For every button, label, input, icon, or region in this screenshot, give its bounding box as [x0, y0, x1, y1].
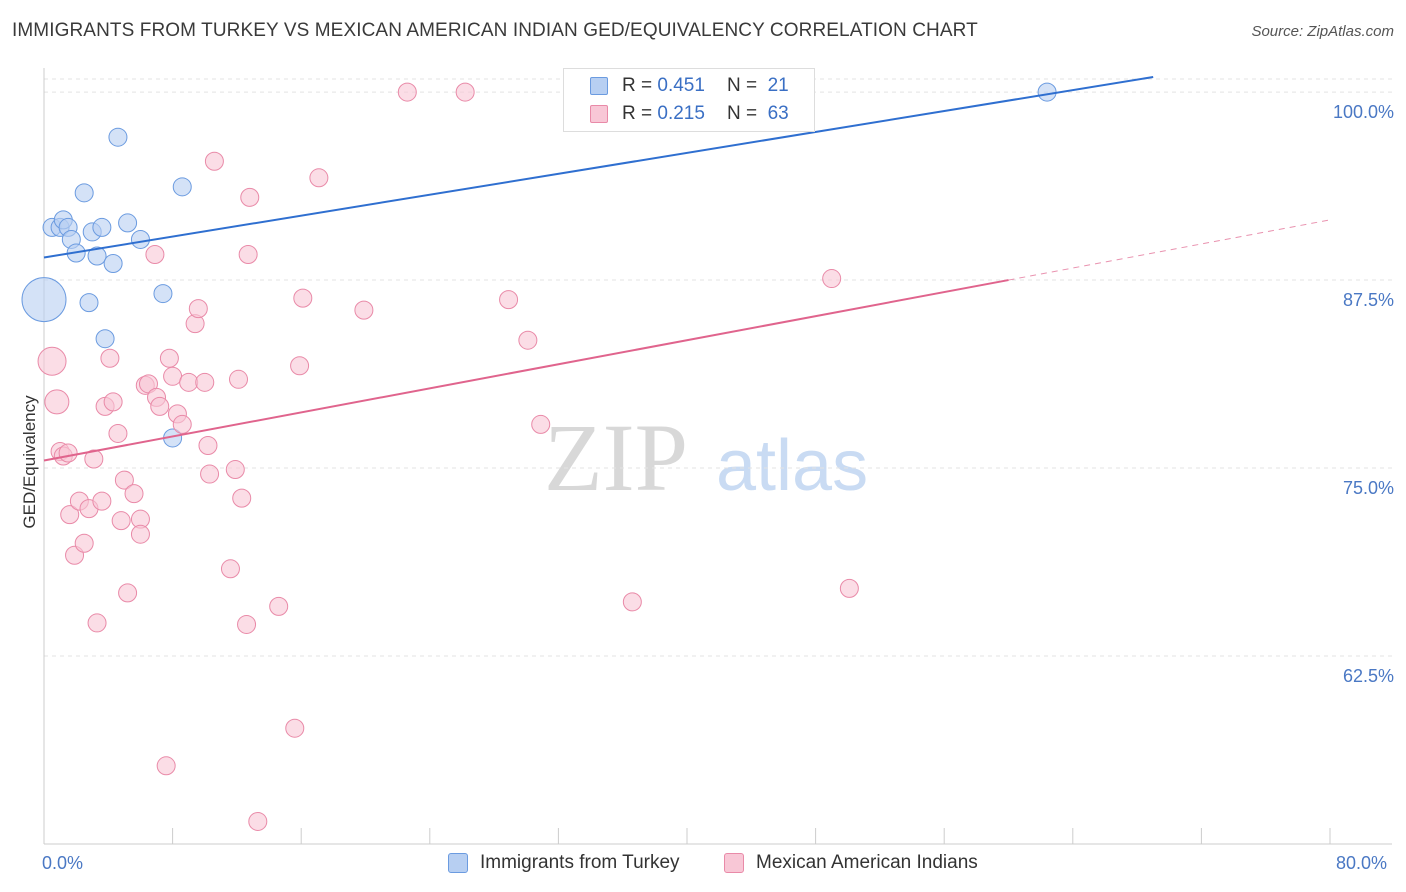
- data-point-mexican: [285, 718, 305, 738]
- data-point-turkey: [118, 213, 138, 233]
- stats-row-turkey: R = 0.451 N = 21: [564, 71, 789, 101]
- data-point-mexican: [163, 366, 183, 386]
- data-point-mexican: [455, 82, 475, 102]
- data-point-turkey: [103, 254, 123, 274]
- stats-row-mexican: R = 0.215 N = 63: [564, 99, 789, 129]
- data-point-mexican: [111, 511, 131, 531]
- data-point-mexican: [60, 505, 80, 525]
- data-point-mexican: [622, 592, 642, 612]
- legend-label-turkey: Immigrants from Turkey: [480, 852, 680, 873]
- data-point-mexican: [130, 524, 150, 544]
- y-tick-label: 87.5%: [1342, 290, 1394, 311]
- data-point-turkey: [153, 284, 173, 304]
- stats-swatch-pink: [590, 105, 608, 123]
- data-point-mexican: [44, 389, 70, 415]
- data-point-mexican: [84, 449, 104, 469]
- data-point-mexican: [37, 346, 67, 376]
- data-point-turkey: [74, 183, 94, 203]
- chart-source: Source: ZipAtlas.com: [1251, 23, 1394, 40]
- data-point-mexican: [87, 613, 107, 633]
- data-point-mexican: [839, 578, 859, 598]
- legend-swatch-blue: [448, 853, 468, 873]
- data-point-mexican: [74, 533, 94, 553]
- y-tick-label: 100.0%: [1332, 102, 1394, 123]
- trend-line-extension-mexican: [1008, 219, 1331, 281]
- x-tick-label-min: 0.0%: [42, 853, 84, 873]
- data-point-mexican: [103, 392, 123, 412]
- data-point-mexican: [156, 756, 176, 776]
- data-point-mexican: [240, 187, 260, 207]
- data-point-mexican: [397, 82, 417, 102]
- data-point-mexican: [204, 151, 224, 171]
- data-point-mexican: [195, 372, 215, 392]
- stats-r-label: R =: [622, 75, 653, 96]
- legend-item-turkey[interactable]: Immigrants from Turkey: [448, 852, 680, 874]
- data-point-mexican: [100, 348, 120, 368]
- data-point-mexican: [198, 435, 218, 455]
- legend-item-mexican[interactable]: Mexican American Indians: [724, 852, 978, 874]
- data-point-mexican: [58, 443, 78, 463]
- data-point-mexican: [293, 288, 313, 308]
- y-tick-label: 75.0%: [1342, 478, 1394, 499]
- data-point-mexican: [118, 583, 138, 603]
- data-point-mexican: [309, 168, 329, 188]
- stats-n-label: N =: [726, 75, 758, 96]
- data-point-mexican: [225, 460, 245, 480]
- data-point-turkey: [130, 229, 150, 249]
- data-point-mexican: [354, 300, 374, 320]
- trend-line-mexican: [43, 279, 1009, 462]
- data-point-mexican: [518, 330, 538, 350]
- watermark-atlas: atlas: [716, 426, 868, 506]
- data-point-mexican: [145, 244, 165, 264]
- data-point-mexican: [179, 372, 199, 392]
- data-point-mexican: [200, 464, 220, 484]
- stats-n-label: N =: [726, 103, 758, 124]
- data-point-turkey: [92, 217, 112, 237]
- stats-swatch-blue: [590, 77, 608, 95]
- stats-r-value: 0.451: [657, 75, 705, 96]
- data-point-mexican: [822, 269, 842, 289]
- data-point-mexican: [159, 348, 179, 368]
- data-point-mexican: [531, 414, 551, 434]
- stats-r-label: R =: [622, 103, 653, 124]
- data-point-mexican: [114, 470, 134, 490]
- data-point-mexican: [238, 244, 258, 264]
- data-point-mexican: [108, 423, 128, 443]
- data-point-mexican: [237, 614, 257, 634]
- data-point-mexican: [290, 356, 310, 376]
- correlation-stats-box: R = 0.451 N = 21 R = 0.215 N = 63: [563, 68, 815, 132]
- data-point-mexican: [269, 596, 289, 616]
- data-point-turkey: [1037, 82, 1057, 102]
- data-point-mexican: [92, 491, 112, 511]
- stats-n-value: 63: [767, 103, 789, 124]
- x-tick-label-max: 80.0%: [1336, 853, 1388, 873]
- stats-n-value: 21: [767, 75, 789, 96]
- data-point-turkey: [108, 127, 128, 147]
- y-axis-title: GED/Equivalency: [20, 395, 39, 529]
- legend-label-mexican: Mexican American Indians: [756, 852, 978, 873]
- data-point-turkey: [79, 293, 99, 313]
- data-point-mexican: [220, 559, 240, 579]
- data-point-mexican: [248, 811, 268, 831]
- chart-title: IMMIGRANTS FROM TURKEY VS MEXICAN AMERIC…: [12, 20, 978, 41]
- data-point-mexican: [229, 369, 249, 389]
- legend-swatch-pink: [724, 853, 744, 873]
- data-point-mexican: [124, 484, 144, 504]
- watermark-zip: ZIP: [544, 404, 688, 511]
- y-tick-label: 62.5%: [1342, 666, 1394, 687]
- data-point-mexican: [188, 299, 208, 319]
- trend-line-turkey: [43, 76, 1154, 259]
- data-point-turkey: [172, 177, 192, 197]
- data-point-mexican: [150, 396, 170, 416]
- data-point-turkey: [87, 246, 107, 266]
- stats-r-value: 0.215: [657, 103, 705, 124]
- data-point-mexican: [232, 488, 252, 508]
- data-point-mexican: [499, 290, 519, 310]
- data-point-turkey: [95, 329, 115, 349]
- data-point-mexican: [172, 414, 192, 434]
- data-point-turkey: [21, 277, 67, 323]
